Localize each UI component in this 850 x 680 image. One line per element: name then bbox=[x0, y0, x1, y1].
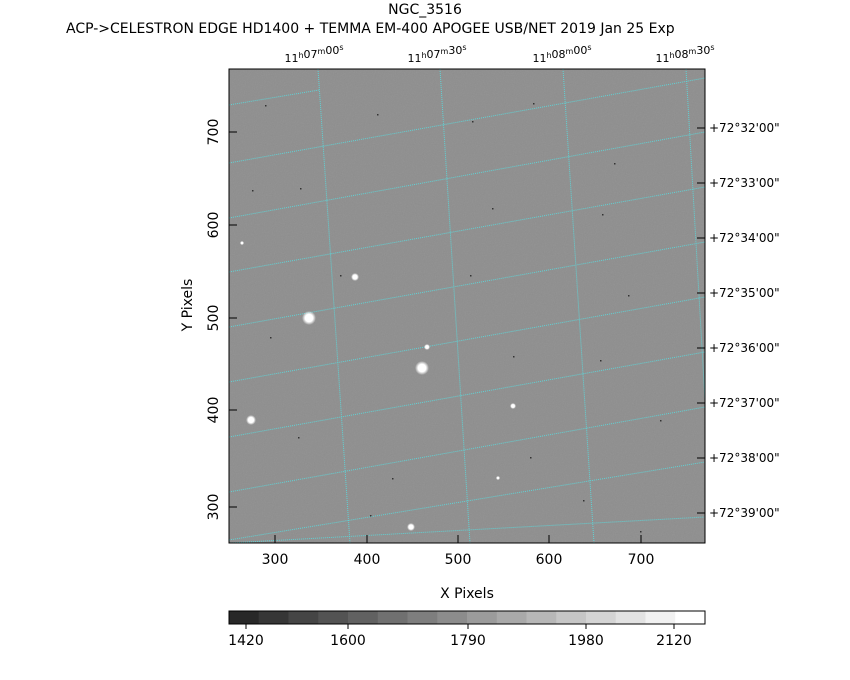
dec-grid-line bbox=[228, 351, 706, 438]
colorbar-segment bbox=[229, 611, 260, 624]
colorbar-segment bbox=[288, 611, 319, 624]
hot-pixel bbox=[660, 420, 662, 422]
hot-pixel bbox=[492, 208, 494, 210]
hot-pixel bbox=[300, 188, 302, 190]
y-tick-label: 600 bbox=[206, 212, 222, 239]
x-axis-label: X Pixels bbox=[440, 586, 494, 602]
ra-tick-label: 11h08m30s bbox=[655, 43, 714, 65]
star bbox=[496, 476, 500, 480]
colorbar-segment bbox=[437, 611, 468, 624]
x-tick-label: 600 bbox=[536, 552, 563, 568]
image-title: NGC_3516 bbox=[388, 2, 462, 18]
dec-tick-label: +72°32'00" bbox=[709, 121, 780, 135]
hot-pixel bbox=[602, 214, 604, 216]
star bbox=[424, 344, 430, 350]
ra-tick-label: 11h08m00s bbox=[532, 43, 591, 65]
colorbar-label: 1980 bbox=[568, 633, 604, 649]
dec-tick-label: +72°34'00" bbox=[709, 231, 780, 245]
hot-pixel bbox=[640, 531, 642, 533]
colorbar-label: 1420 bbox=[228, 633, 264, 649]
colorbar-segment bbox=[526, 611, 557, 624]
colorbar-segment bbox=[675, 611, 706, 624]
x-tick-label: 500 bbox=[445, 552, 472, 568]
colorbar-segment bbox=[467, 611, 498, 624]
hot-pixel bbox=[628, 295, 630, 297]
dec-tick-label: +72°35'00" bbox=[709, 286, 780, 300]
dec-grid-line bbox=[228, 406, 706, 493]
y-tick-label: 300 bbox=[206, 494, 222, 521]
hot-pixel bbox=[252, 190, 254, 192]
ra-axis-labels: 11h07m00s 11h07m30s 11h08m00s 11h08m30s bbox=[284, 43, 714, 65]
colorbar bbox=[228, 610, 706, 625]
hot-pixel bbox=[298, 437, 300, 439]
ra-tick-label: 11h07m00s bbox=[284, 43, 343, 65]
colorbar-label: 1600 bbox=[330, 633, 366, 649]
star bbox=[415, 361, 429, 375]
colorbar-label: 2120 bbox=[656, 633, 692, 649]
dec-grid-line bbox=[228, 186, 706, 273]
hot-pixel bbox=[614, 163, 616, 165]
hot-pixel bbox=[472, 121, 474, 123]
y-tick-label: 700 bbox=[206, 119, 222, 146]
x-tick-label: 300 bbox=[262, 552, 289, 568]
ra-tick-label: 11h07m30s bbox=[407, 43, 466, 65]
y-tick-label: 400 bbox=[206, 397, 222, 424]
colorbar-labels: 1420 1600 1790 1980 2120 bbox=[228, 624, 692, 649]
ra-grid-line bbox=[685, 68, 706, 401]
star bbox=[302, 311, 316, 325]
y-axis-label: Y Pixels bbox=[180, 279, 196, 333]
hot-pixel bbox=[392, 478, 394, 480]
hot-pixel bbox=[583, 500, 585, 502]
dec-grid-line bbox=[228, 516, 706, 544]
x-tick-label: 700 bbox=[628, 552, 655, 568]
hot-pixel bbox=[340, 275, 342, 277]
dec-tick-label: +72°38'00" bbox=[709, 451, 780, 465]
y-axis-ticks: 300 400 500 600 700 bbox=[206, 119, 237, 521]
colorbar-segment bbox=[615, 611, 646, 624]
colorbar-segment bbox=[556, 611, 587, 624]
dec-tick-label: +72°39'00" bbox=[709, 506, 780, 520]
star bbox=[407, 523, 415, 531]
dec-grid-line bbox=[228, 296, 706, 383]
y-tick-label: 500 bbox=[206, 305, 222, 332]
hot-pixel bbox=[370, 515, 372, 517]
hot-pixel bbox=[530, 457, 532, 459]
hot-pixel bbox=[470, 275, 472, 277]
dec-axis-labels: +72°32'00" +72°33'00" +72°34'00" +72°35'00"… bbox=[697, 121, 780, 520]
colorbar-segment bbox=[407, 611, 438, 624]
colorbar-label: 1790 bbox=[450, 633, 486, 649]
dec-grid-line bbox=[228, 89, 320, 106]
dec-tick-label: +72°37'00" bbox=[709, 396, 780, 410]
dec-grid-line bbox=[228, 77, 706, 164]
x-tick-label: 400 bbox=[354, 552, 381, 568]
star-field bbox=[240, 103, 662, 533]
dec-grid-line bbox=[228, 131, 706, 219]
colorbar-segment bbox=[645, 611, 676, 624]
dec-tick-label: +72°36'00" bbox=[709, 341, 780, 355]
hot-pixel bbox=[265, 105, 267, 107]
star bbox=[351, 273, 359, 281]
colorbar-segment bbox=[318, 611, 349, 624]
hot-pixel bbox=[270, 337, 272, 339]
colorbar-segment bbox=[496, 611, 527, 624]
colorbar-segment bbox=[586, 611, 617, 624]
instrument-subtitle: ACP->CELESTRON EDGE HD1400 + TEMMA EM-40… bbox=[66, 21, 675, 37]
hot-pixel bbox=[513, 356, 515, 358]
colorbar-segment bbox=[348, 611, 379, 624]
star bbox=[246, 415, 256, 425]
hot-pixel bbox=[600, 360, 602, 362]
colorbar-segment bbox=[258, 611, 289, 624]
colorbar-segment bbox=[377, 611, 408, 624]
star bbox=[510, 403, 516, 409]
hot-pixel bbox=[377, 114, 379, 116]
star bbox=[240, 241, 244, 245]
colorbar-frame bbox=[228, 610, 706, 625]
hot-pixel bbox=[533, 103, 535, 105]
dec-tick-label: +72°33'00" bbox=[709, 176, 780, 190]
dec-grid-line bbox=[228, 461, 706, 541]
x-axis-ticks: 300 400 500 600 700 bbox=[262, 535, 655, 568]
